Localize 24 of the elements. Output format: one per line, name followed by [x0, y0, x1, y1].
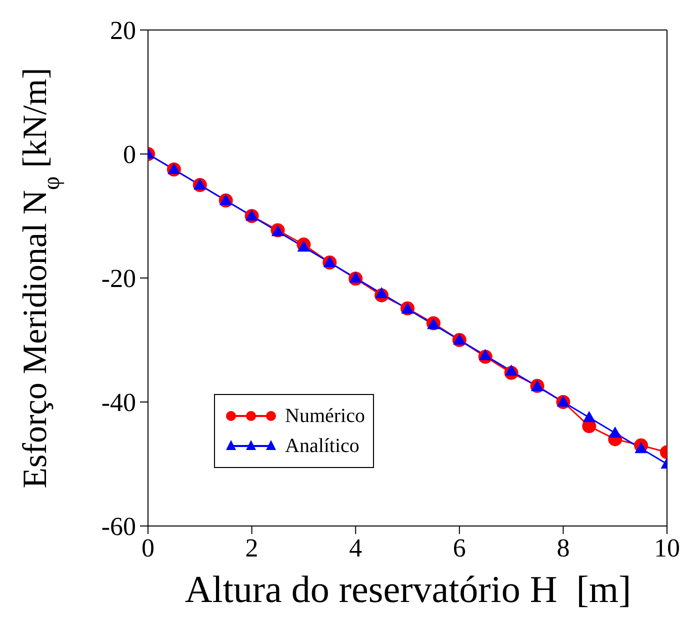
point [479, 350, 492, 360]
y-tick-label: -20 [101, 264, 136, 294]
point [272, 226, 284, 236]
x-tick-label: 2 [245, 533, 258, 562]
x-tick-label: 4 [349, 533, 362, 562]
legend-label: Numérico [285, 404, 365, 428]
y-tick-label: -60 [101, 512, 136, 542]
point [376, 288, 388, 298]
point [298, 241, 310, 252]
y-tick-label: 0 [123, 140, 136, 170]
point [583, 412, 596, 422]
y-tick-label: -40 [101, 388, 136, 418]
y-tick-label: 20 [110, 16, 136, 46]
point [609, 427, 622, 438]
point [427, 318, 440, 330]
x-tick-label: 0 [142, 533, 154, 562]
point [350, 272, 362, 283]
point [505, 365, 518, 376]
legend-label: Analítico [285, 434, 360, 458]
x-tick-label: 8 [556, 533, 570, 562]
x-tick-label: 10 [654, 533, 680, 562]
x-axis-title: Altura do reservatório H [m] [184, 568, 632, 612]
x-tick-label: 6 [452, 533, 466, 562]
point [635, 442, 648, 454]
